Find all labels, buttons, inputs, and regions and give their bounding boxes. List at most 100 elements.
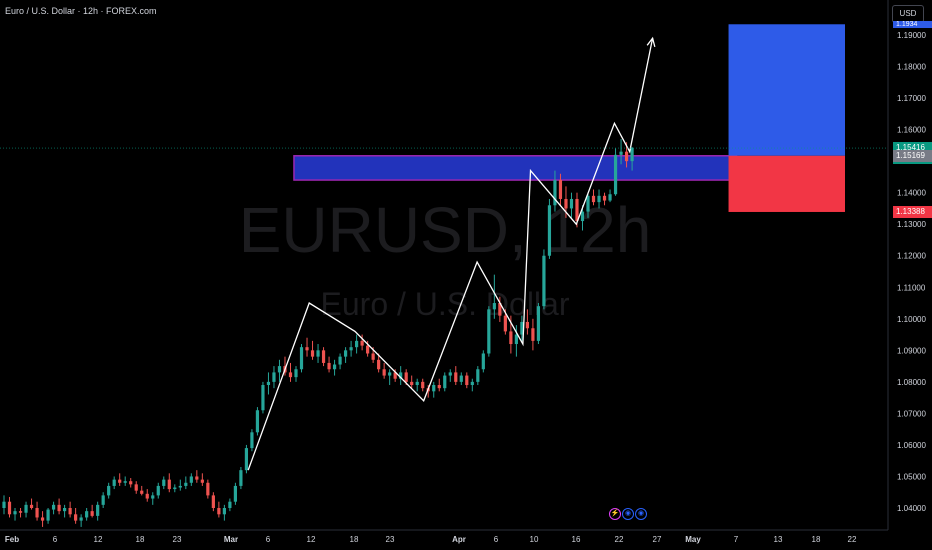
candle: [51, 501, 56, 515]
candle: [112, 476, 116, 490]
time-tick-label: Mar: [224, 535, 238, 544]
candle: [421, 378, 425, 392]
candle: [332, 359, 337, 376]
candle: [327, 356, 331, 373]
time-tick-label: 6: [494, 535, 499, 544]
candle: [415, 378, 419, 392]
candle: [68, 501, 72, 518]
earnings-icon[interactable]: ◉: [622, 508, 634, 520]
candle-body: [316, 350, 320, 357]
candle: [13, 508, 17, 521]
candle-body: [266, 381, 271, 386]
lightning-icon[interactable]: ⚡: [609, 508, 621, 520]
candle-body: [591, 195, 596, 203]
candle-body: [569, 198, 574, 209]
candle-body: [382, 369, 386, 376]
candle-body: [421, 381, 425, 389]
candle-body: [90, 511, 94, 516]
candle-body: [68, 508, 72, 515]
candle: [217, 501, 221, 518]
candle-body: [7, 501, 12, 515]
candle-body: [575, 198, 579, 222]
candle: [321, 347, 326, 367]
candle-body: [586, 195, 590, 212]
candle-body: [558, 180, 563, 199]
candle: [591, 189, 596, 206]
economic-events[interactable]: ⚡ ◉ ◉: [609, 508, 648, 524]
candle: [288, 362, 293, 382]
candle: [558, 173, 563, 206]
candle-body: [96, 504, 100, 516]
price-tick-label: 1.09000: [897, 346, 926, 355]
candle-body: [404, 372, 408, 382]
time-tick-label: 22: [848, 535, 857, 544]
candle: [514, 325, 518, 357]
candle: [619, 139, 623, 165]
candle-body: [531, 328, 535, 341]
candle-body: [46, 509, 50, 521]
candle: [437, 378, 441, 392]
candle: [40, 511, 45, 527]
symbol-header[interactable]: Euro / U.S. Dollar · 12h · FOREX.com: [5, 6, 157, 16]
candle-body: [443, 375, 447, 389]
candle: [178, 479, 182, 491]
dividend-icon[interactable]: ◉: [635, 508, 647, 520]
candle: [277, 359, 282, 382]
pattern-drawing[interactable]: [247, 36, 656, 471]
candle: [145, 489, 149, 502]
time-tick-label: Apr: [452, 535, 466, 544]
zigzag-projection: [247, 38, 654, 471]
candle: [410, 375, 414, 389]
candle-body: [321, 350, 326, 363]
candle: [211, 492, 215, 512]
candle: [448, 369, 452, 382]
watermark: EURUSD, 12h Euro / U.S. Dollar: [239, 194, 652, 322]
price-tick-label: 1.05000: [897, 472, 926, 481]
time-tick-label: 22: [615, 535, 624, 544]
candle-body: [250, 432, 254, 449]
candle-body: [255, 410, 260, 433]
candle: [195, 470, 199, 483]
candle-body: [310, 350, 315, 357]
candle-body: [101, 495, 105, 505]
candle: [443, 372, 447, 392]
candle-body: [85, 511, 89, 518]
candle-body: [134, 484, 138, 491]
candle: [156, 482, 160, 499]
candle-body: [51, 504, 56, 510]
candle-body: [112, 479, 116, 486]
candle-body: [602, 195, 607, 201]
candle: [360, 334, 364, 351]
candle-body: [536, 306, 541, 341]
time-tick-label: 7: [734, 535, 739, 544]
candle: [7, 496, 12, 518]
time-tick-label: May: [685, 535, 701, 544]
candle-body: [459, 375, 463, 382]
candle-body: [410, 381, 414, 386]
candle-body: [305, 347, 309, 351]
candle: [200, 473, 204, 486]
candle: [432, 381, 436, 398]
candle: [310, 340, 315, 360]
candle: [24, 501, 28, 518]
candle: [79, 514, 83, 527]
candle-body: [211, 495, 215, 508]
candle-body: [156, 485, 160, 496]
price-tick-label: 1.06000: [897, 441, 926, 450]
candle: [228, 498, 232, 512]
candle-body: [470, 381, 474, 386]
candle: [129, 478, 133, 488]
candle: [343, 347, 348, 363]
candle-body: [29, 504, 34, 508]
candle: [239, 467, 243, 490]
candle-body: [481, 353, 485, 370]
time-tick-label: 18: [350, 535, 359, 544]
candle-body: [129, 481, 133, 485]
candle: [608, 189, 612, 203]
candle: [547, 198, 552, 259]
candle-body: [553, 180, 557, 206]
candle: [255, 407, 260, 436]
target-zone: [728, 24, 845, 156]
